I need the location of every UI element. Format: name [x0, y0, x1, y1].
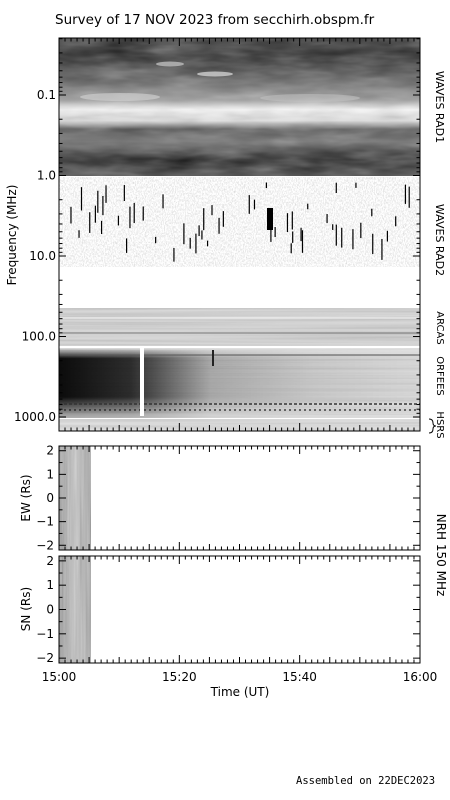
freq-tick-label: 0.1: [37, 88, 56, 102]
ew-tick-label: −2: [36, 538, 54, 552]
time-tick-label: 16:00: [403, 670, 438, 684]
band-label-waves-rad1: WAVES RAD1: [433, 71, 446, 143]
nrh-sn-panel: [58, 555, 421, 664]
freq-tick-label: 1000.0: [14, 410, 56, 424]
sn-tick-label: 2: [46, 554, 54, 568]
freq-tick-label: 1.0: [37, 169, 56, 183]
band-label-waves-rad2: WAVES RAD2: [433, 204, 446, 276]
orfees-image: [59, 348, 420, 418]
dynamic-spectrum-panel: [58, 37, 421, 432]
axis-labels: 0.1 1.0 10.0 100.0 1000.0 15:00 15:20 15:40 16:0…: [14, 88, 437, 684]
ew-tick-label: −1: [36, 515, 54, 529]
frequency-axis-title: Frequency (MHz): [5, 185, 19, 286]
time-axis-title: Time (UT): [210, 685, 270, 699]
band-label-arcas: ARCAS: [434, 311, 445, 344]
band-label-orfees: ORFEES: [434, 356, 445, 396]
arcas-image: [59, 308, 420, 346]
nrh-label: NRH 150 MHz: [434, 514, 448, 597]
sn-tick-label: 1: [46, 578, 54, 592]
waves-rad1-image: [59, 38, 420, 176]
sn-tick-label: −1: [36, 627, 54, 641]
time-tick-label: 15:20: [162, 670, 197, 684]
freq-tick-label: 100.0: [22, 330, 56, 344]
waves-rad2-image: [59, 177, 420, 267]
time-tick-label: 15:00: [42, 670, 77, 684]
freq-tick-label: 10.0: [29, 249, 56, 263]
time-tick-label: 15:40: [282, 670, 317, 684]
sn-axis-title: SN (Rs): [19, 587, 33, 631]
ew-axis-title: EW (Rs): [19, 474, 33, 521]
assembled-footer: Assembled on 22DEC2023: [296, 775, 435, 787]
nrh-ew-panel: [58, 445, 421, 551]
sn-tick-label: 0: [46, 603, 54, 617]
ew-tick-label: 0: [46, 491, 54, 505]
chart-title: Survey of 17 NOV 2023 from secchirh.obsp…: [55, 12, 375, 28]
ew-tick-label: 2: [46, 444, 54, 458]
band-label-hsrs: HSRS: [434, 411, 445, 438]
sn-tick-label: −2: [36, 651, 54, 665]
ew-tick-label: 1: [46, 467, 54, 481]
hsrs-brace-icon: [428, 418, 437, 434]
axis-ticks: [58, 38, 421, 663]
